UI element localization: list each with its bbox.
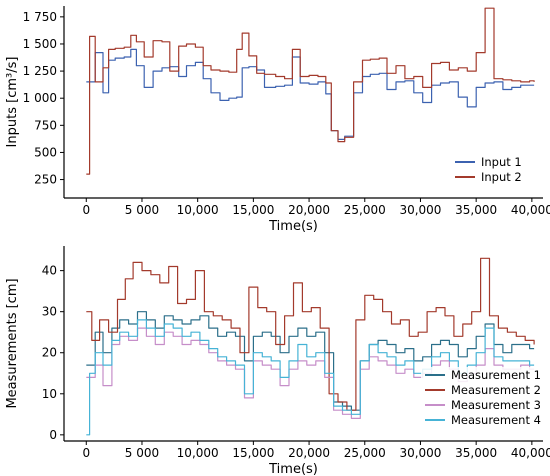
y-tick-label: 750 xyxy=(34,118,57,132)
legend-label: Input 1 xyxy=(481,155,522,169)
legend-label: Measurement 1 xyxy=(451,368,541,382)
x-tick-label: 25,000 xyxy=(344,446,386,460)
y-tick-label: 1 250 xyxy=(23,64,57,78)
x-tick-label: 20,000 xyxy=(288,203,330,217)
y-tick-label: 500 xyxy=(34,145,57,159)
x-tick-label: 5 000 xyxy=(125,203,159,217)
y-tick-label: 1 000 xyxy=(23,91,57,105)
y-tick-label: 20 xyxy=(42,346,57,360)
measurements-panel: 0 10 20 30 40 0 5 000 10,000 15,000 20,000 25,000 3… xyxy=(5,246,550,476)
series-line xyxy=(86,319,535,436)
x-tick-label: 0 xyxy=(82,203,90,217)
legend-label: Measurement 4 xyxy=(451,413,541,427)
x-tick-label: 0 xyxy=(82,446,90,460)
y-axis-title: Inputs [cm³/s] xyxy=(5,57,20,148)
y-tick-label: 40 xyxy=(42,264,57,278)
x-tick-label: 10,000 xyxy=(177,446,219,460)
x-tick-label: 40,000 xyxy=(511,203,550,217)
x-tick-label: 30,000 xyxy=(399,446,441,460)
x-tick-label: 15,000 xyxy=(232,203,274,217)
x-tick-label: 40,000 xyxy=(511,446,550,460)
y-axis-title: Measurements [cm] xyxy=(5,278,20,408)
legend xyxy=(421,367,539,435)
series-line xyxy=(86,257,535,411)
y-tick-label: 1 750 xyxy=(23,10,57,24)
x-tick-label: 15,000 xyxy=(232,446,274,460)
x-tick-label: 10,000 xyxy=(177,203,219,217)
y-tick-label: 0 xyxy=(49,428,57,442)
series-line xyxy=(86,48,535,140)
legend-label: Input 2 xyxy=(481,170,522,184)
x-tick-label: 20,000 xyxy=(288,446,330,460)
x-tick-label: 5 000 xyxy=(125,446,159,460)
x-tick-label: 30,000 xyxy=(399,203,441,217)
x-tick-label: 25,000 xyxy=(344,203,386,217)
inputs-panel: 250 500 750 1 000 1 250 1 500 1 750 0 5 000 10,00… xyxy=(5,6,550,234)
y-tick-label: 30 xyxy=(42,305,57,319)
x-axis-title: Time(s) xyxy=(268,462,318,476)
legend-label: Measurement 3 xyxy=(451,398,541,412)
legend-label: Measurement 2 xyxy=(451,383,541,397)
x-tick-label: 35,000 xyxy=(455,203,497,217)
y-tick-label: 10 xyxy=(42,387,57,401)
legend xyxy=(451,154,539,192)
y-tick-label: 1 500 xyxy=(23,37,57,51)
x-tick-label: 35,000 xyxy=(455,446,497,460)
y-tick-label: 250 xyxy=(34,173,57,187)
x-axis-title: Time(s) xyxy=(268,219,318,234)
series-line xyxy=(86,311,535,411)
series-line xyxy=(86,7,535,175)
